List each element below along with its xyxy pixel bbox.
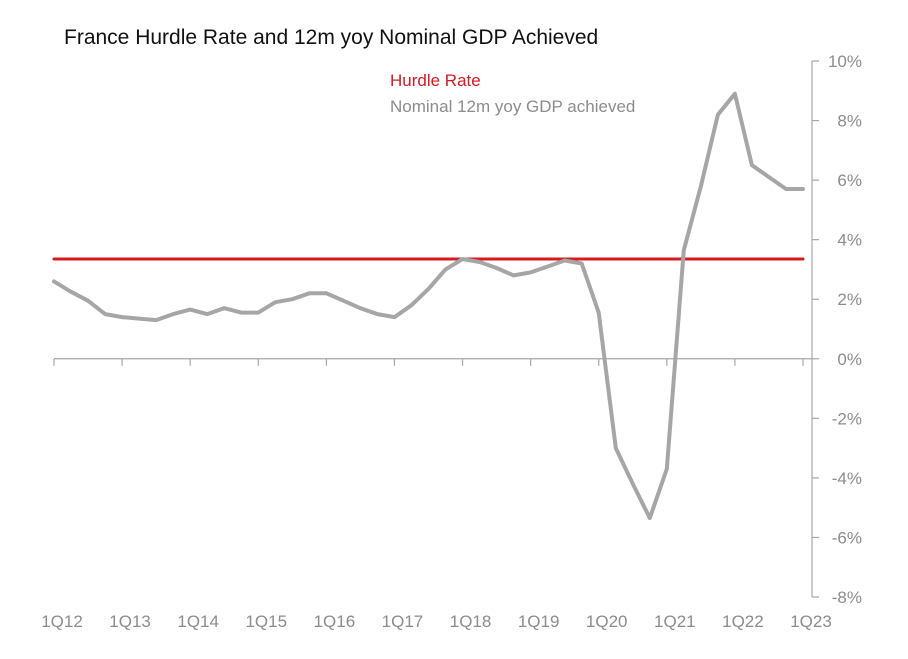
x-tick-label: 1Q12 bbox=[41, 612, 83, 631]
y-tick-label: 2% bbox=[837, 290, 862, 309]
chart-title: France Hurdle Rate and 12m yoy Nominal G… bbox=[64, 26, 598, 49]
x-tick-label: 1Q13 bbox=[109, 612, 151, 631]
series-line-nominal-gdp bbox=[52, 91, 805, 521]
y-axis-labels: 10% 8% 6% 4% 2% 0% -2% -4% -6% -8% bbox=[828, 52, 862, 607]
x-tick-label: 1Q14 bbox=[177, 612, 219, 631]
y-tick-label: 6% bbox=[837, 171, 862, 190]
y-tick-label: 0% bbox=[837, 350, 862, 369]
series-layer bbox=[52, 91, 805, 521]
y-tick-label: 10% bbox=[828, 52, 862, 71]
x-tick-label: 1Q19 bbox=[518, 612, 560, 631]
x-tick-label: 1Q22 bbox=[722, 612, 764, 631]
legend-label-nominal-gdp: Nominal 12m yoy GDP achieved bbox=[390, 97, 635, 116]
x-tick-label: 1Q23 bbox=[790, 612, 832, 631]
x-tick-label: 1Q16 bbox=[314, 612, 356, 631]
y-tick-label: -4% bbox=[832, 469, 862, 488]
x-tick-label: 1Q20 bbox=[586, 612, 628, 631]
y-tick-label: 8% bbox=[837, 112, 862, 131]
axes bbox=[53, 60, 819, 598]
y-tick-label: -2% bbox=[832, 409, 862, 428]
y-tick-label: 4% bbox=[837, 231, 862, 250]
y-tick-label: -8% bbox=[832, 588, 862, 607]
x-axis-labels: 1Q12 1Q13 1Q14 1Q15 1Q16 1Q17 1Q18 1Q19 1Q20 1Q21… bbox=[41, 612, 832, 631]
y-tick-label: -6% bbox=[832, 528, 862, 547]
legend-label-hurdle-rate: Hurdle Rate bbox=[390, 71, 481, 90]
x-tick-label: 1Q15 bbox=[245, 612, 287, 631]
x-tick-label: 1Q17 bbox=[382, 612, 424, 631]
x-tick-label: 1Q18 bbox=[450, 612, 492, 631]
x-tick-label: 1Q21 bbox=[654, 612, 696, 631]
